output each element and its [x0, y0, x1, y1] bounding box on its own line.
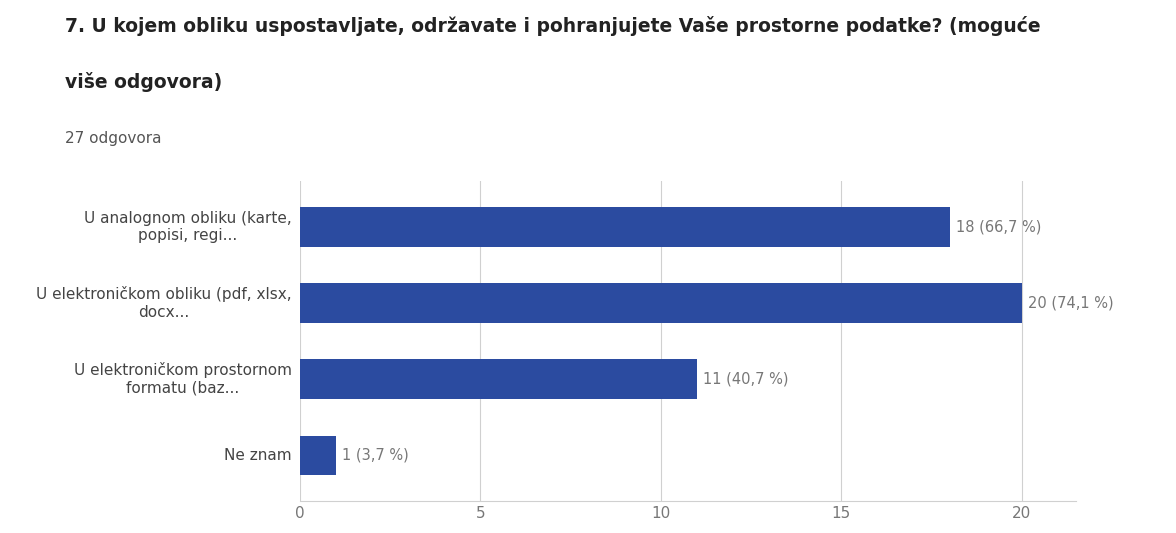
Text: 18 (66,7 %): 18 (66,7 %) [956, 220, 1042, 235]
Text: 1 (3,7 %): 1 (3,7 %) [342, 448, 409, 463]
Text: 11 (40,7 %): 11 (40,7 %) [703, 372, 789, 386]
Text: 27 odgovora: 27 odgovora [65, 131, 161, 146]
Text: 7. U kojem obliku uspostavljate, održavate i pohranjujete Vaše prostorne podatke: 7. U kojem obliku uspostavljate, održava… [65, 16, 1041, 36]
Bar [300, 359, 697, 399]
Bar [300, 283, 1022, 323]
Text: više odgovora): više odgovora) [65, 72, 222, 92]
Text: 20 (74,1 %): 20 (74,1 %) [1028, 296, 1114, 311]
Bar [300, 435, 336, 475]
Bar [300, 207, 950, 247]
